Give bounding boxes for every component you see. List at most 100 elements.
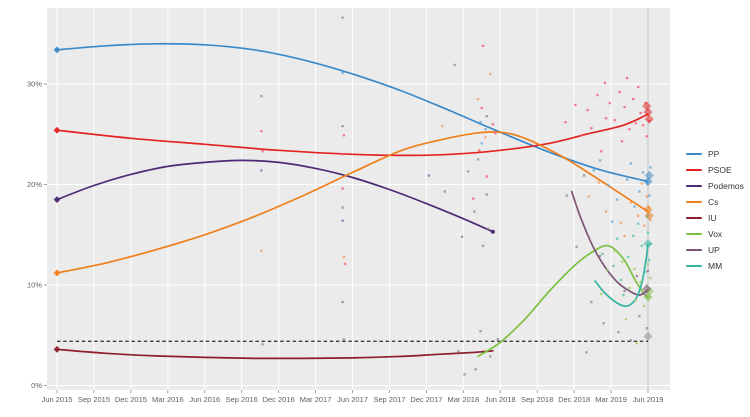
poll-dot-psoe bbox=[343, 262, 347, 266]
poll-dot-mm bbox=[637, 222, 640, 225]
poll-dot-psoe bbox=[634, 122, 637, 125]
poll-dot-vox bbox=[649, 276, 652, 280]
poll-dot-vox bbox=[613, 249, 616, 252]
poll-dot-cs bbox=[645, 195, 648, 198]
poll-dot-vox bbox=[620, 260, 624, 264]
poll-dot-gray bbox=[474, 368, 477, 371]
y-tick-label: 10% bbox=[27, 281, 42, 290]
poll-dot-psoe bbox=[596, 93, 599, 97]
poll-dot-cs bbox=[342, 255, 346, 259]
poll-dot-gray bbox=[463, 373, 466, 376]
result-marker-psoe bbox=[644, 114, 654, 124]
x-tick-label: Sep 2015 bbox=[78, 395, 110, 404]
poll-dot-podemos bbox=[427, 174, 430, 177]
poll-dot-psoe bbox=[623, 105, 626, 109]
poll-dot-pp bbox=[641, 171, 645, 174]
poll-dot-up bbox=[609, 273, 613, 277]
poll-dot-pp bbox=[592, 169, 595, 172]
result-marker-pp bbox=[643, 176, 653, 187]
x-tick-label: Jun 2016 bbox=[189, 395, 220, 404]
poll-dot-podemos bbox=[341, 219, 344, 222]
poll-dot-mm bbox=[648, 258, 651, 262]
poll-dot-up bbox=[623, 289, 626, 293]
y-tick-label: 30% bbox=[27, 80, 42, 89]
x-tick-label: Mar 2016 bbox=[152, 395, 184, 404]
poll-dot-psoe bbox=[604, 117, 608, 120]
plot-panel bbox=[47, 8, 670, 390]
series-endpoint-podemos bbox=[490, 229, 495, 234]
poll-dot-mm bbox=[622, 293, 625, 297]
x-tick-label: Dec 2015 bbox=[115, 395, 147, 404]
x-tick-label: Dec 2018 bbox=[558, 395, 590, 404]
series-line-iu bbox=[56, 348, 494, 360]
x-tick-label: Dec 2017 bbox=[410, 395, 442, 404]
poll-dot-gray bbox=[467, 170, 470, 173]
poll-dot-psoe bbox=[494, 132, 497, 135]
poll-dot-psoe bbox=[480, 106, 483, 110]
x-tick-label: Mar 2019 bbox=[595, 395, 627, 404]
poll-dot-psoe bbox=[341, 153, 344, 156]
y-tick-label: 0% bbox=[31, 381, 42, 390]
legend-swatch-up bbox=[686, 248, 702, 252]
poll-dot-psoe bbox=[618, 90, 621, 94]
poll-dot-cs bbox=[640, 182, 643, 185]
poll-dot-gray bbox=[261, 343, 264, 346]
poll-dot-up bbox=[587, 235, 591, 238]
poll-dot-pp bbox=[625, 178, 629, 181]
poll-dot-psoe bbox=[590, 127, 593, 130]
poll-dot-gray bbox=[341, 206, 344, 209]
poll-dot-cs bbox=[260, 249, 263, 252]
poll-dot-cs bbox=[597, 181, 600, 184]
legend-item-up: UP bbox=[686, 242, 744, 258]
poll-dot-podemos bbox=[260, 169, 263, 172]
result-marker-vox bbox=[643, 292, 653, 302]
series-line-psoe bbox=[56, 113, 649, 157]
poll-dot-cs bbox=[476, 97, 480, 101]
poll-dot-psoe bbox=[620, 140, 624, 143]
poll-dot-psoe bbox=[628, 128, 631, 131]
poll-dot-pp bbox=[598, 159, 602, 162]
poll-dot-gray bbox=[443, 190, 446, 193]
poll-dot-mm bbox=[646, 231, 650, 234]
poll-dot-psoe bbox=[608, 101, 611, 105]
legend-swatch-vox bbox=[686, 232, 702, 236]
x-tick-label: Sep 2017 bbox=[373, 395, 405, 404]
legend-swatch-mm bbox=[686, 264, 702, 268]
poll-dot-psoe bbox=[645, 135, 648, 138]
poll-dot-pp bbox=[629, 162, 632, 165]
poll-dot-gray bbox=[260, 94, 263, 98]
poll-dot-up bbox=[635, 274, 639, 278]
legend-label-podemos: Podemos bbox=[708, 180, 744, 191]
poll-dot-psoe bbox=[341, 187, 344, 190]
poll-dot-psoe bbox=[603, 81, 607, 85]
poll-dot-pp bbox=[611, 220, 614, 223]
result-marker-up bbox=[642, 284, 652, 294]
poll-dot-gray bbox=[341, 16, 344, 19]
legend-label-iu: IU bbox=[708, 212, 717, 223]
poll-dot-gray bbox=[575, 245, 578, 248]
legend-item-psoe: PSOE bbox=[686, 162, 744, 178]
poll-dot-pp bbox=[480, 142, 483, 145]
poll-dot-gray bbox=[473, 210, 476, 213]
poll-dot-psoe bbox=[600, 150, 603, 153]
poll-dot-psoe bbox=[574, 103, 577, 107]
legend-item-pp: PP bbox=[686, 146, 744, 162]
poll-dot-gray bbox=[602, 322, 605, 325]
result-marker-cs bbox=[643, 205, 653, 215]
poll-dot-cs bbox=[484, 136, 487, 139]
legend-item-vox: Vox bbox=[686, 226, 744, 242]
result-marker-cs bbox=[644, 211, 654, 221]
result-marker-gray bbox=[643, 331, 653, 341]
series-line-pp bbox=[56, 42, 649, 183]
poll-dot-vox bbox=[600, 292, 603, 296]
poll-dot-gray bbox=[342, 338, 346, 341]
poll-dot-cs bbox=[489, 72, 492, 76]
legend-label-mm: MM bbox=[708, 260, 723, 271]
x-tick-label: Jun 2019 bbox=[633, 395, 664, 404]
poll-dot-pp bbox=[484, 128, 487, 131]
poll-dot-vox bbox=[643, 304, 646, 308]
poll-dot-mm bbox=[627, 255, 630, 259]
poll-dot-gray bbox=[453, 63, 456, 67]
